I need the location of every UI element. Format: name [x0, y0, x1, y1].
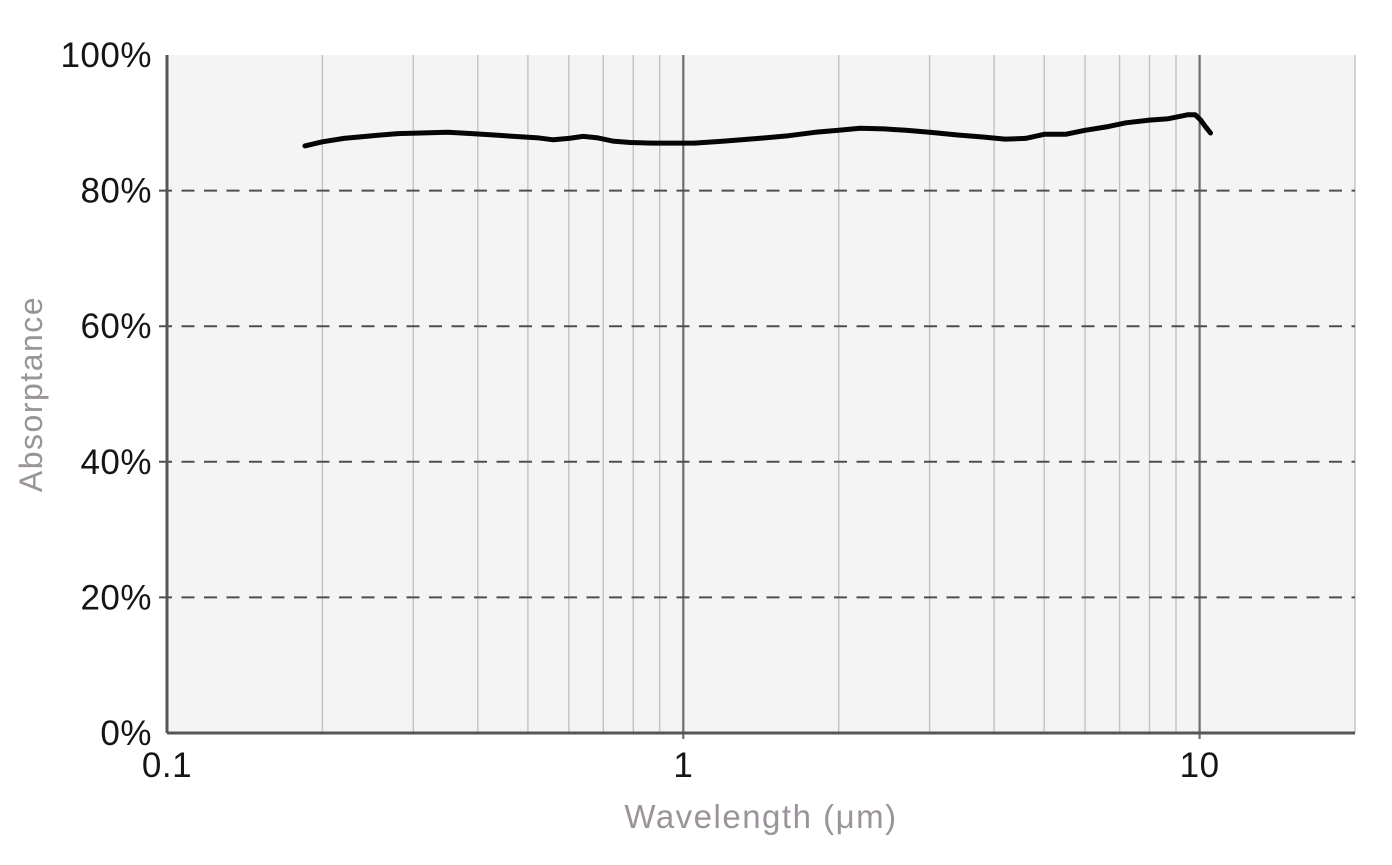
y-axis-title: Absorptance [13, 296, 49, 492]
vertical-gridlines [321, 55, 1356, 739]
x-axis-title: Wavelength (μm) [624, 798, 897, 835]
x-tick-label: 1 [673, 746, 693, 785]
horizontal-dashed-gridlines [159, 189, 1355, 599]
y-tick-label: 100% [60, 36, 152, 75]
y-tick-label: 60% [80, 307, 152, 346]
axes [165, 55, 1355, 735]
y-axis-tick-labels: 0% 20% 40% 60% 80% 100% [60, 36, 152, 753]
y-tick-label: 0% [100, 714, 152, 753]
x-tick-label: 10 [1180, 746, 1220, 785]
absorptance-curve [302, 112, 1213, 149]
x-axis-tick-labels: 0.1 1 10 [142, 746, 1220, 785]
series-lines [302, 112, 1213, 149]
x-tick-label: 0.1 [142, 746, 192, 785]
y-tick-label: 40% [80, 443, 152, 482]
y-tick-label: 80% [80, 172, 152, 211]
plot-area [167, 55, 1355, 733]
y-tick-label: 20% [80, 578, 152, 617]
